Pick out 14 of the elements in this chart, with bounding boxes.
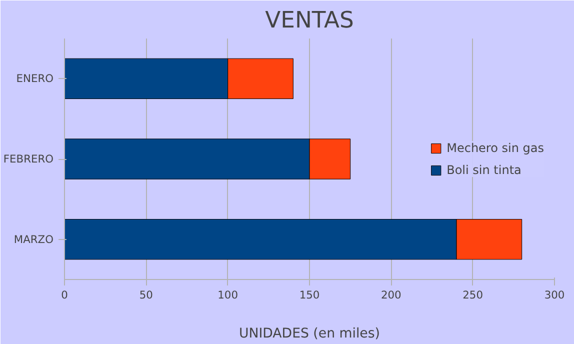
y-tick-label: ENERO [16,72,54,86]
x-tick-label: 150 [299,288,320,302]
x-tick-label: 50 [139,288,154,302]
y-tick-label: MARZO [14,232,54,246]
x-axis-title: UNIDADES (en miles) [239,326,380,342]
chart-title: VENTAS [265,8,354,34]
legend-label: Mechero sin gas [446,140,544,154]
x-tick-label: 300 [544,288,565,302]
x-tick-label: 100 [218,288,238,302]
legend-label: Boli sin tinta [446,162,522,176]
y-tick-label: FEBRERO [3,152,54,166]
x-tick-label: 200 [380,288,402,302]
x-tick-label: 0 [61,288,68,302]
x-tick-label: 250 [462,288,484,302]
